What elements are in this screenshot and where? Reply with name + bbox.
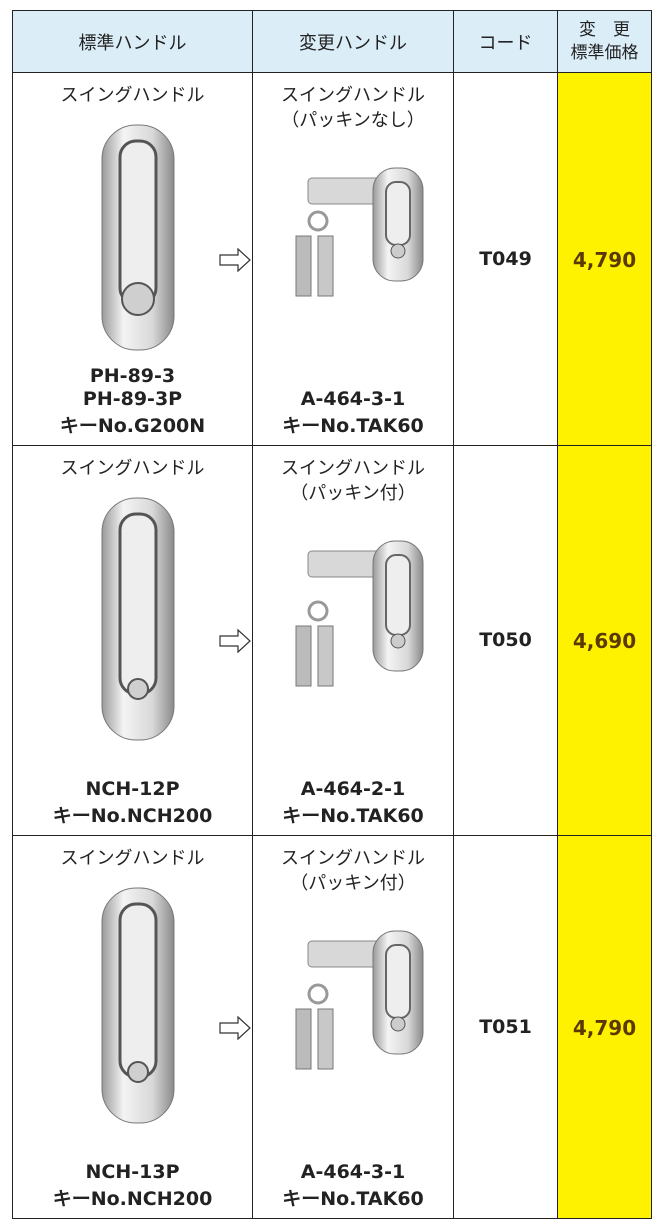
standard-handle-image [101,887,175,1124]
handle-type: スイングハンドル [281,85,425,106]
price: 4,690 [572,629,637,653]
standard-cell: スイングハンドル PH-89-3 PH-89-3P キーNo.G200N [12,72,253,446]
arrow-icon [219,1015,251,1040]
code: T050 [479,629,532,651]
code: T051 [479,1015,532,1038]
model-number: PH-89-3 [89,365,176,387]
changed-cell: スイングハンドル （パッキン付） A-464-2-1 キーNo.TAK60 [252,445,454,836]
changed-handle-image [295,930,424,1070]
model-number: A-464-2-1 [300,778,406,800]
price-cell: 4,690 [557,445,652,836]
handle-type: スイングハンドル [281,848,425,869]
model-number: キーNo.TAK60 [282,805,424,827]
header-text: コード [478,33,533,54]
handle-type: スイングハンドル [60,848,205,869]
model-number: A-464-3-1 [300,388,406,410]
header-text: 変更ハンドル [299,33,407,54]
header-cell: コード [453,10,558,73]
header-text: 標準価格 [570,43,639,63]
arrow-icon [219,247,251,272]
standard-handle-image [101,124,175,351]
handle-type: スイングハンドル [60,458,205,479]
model-number: キーNo.NCH200 [52,1188,213,1210]
code: T049 [479,247,532,270]
handle-type: スイングハンドル [60,85,205,106]
changed-cell: スイングハンドル （パッキン付） A-464-3-1 キーNo.TAK60 [252,835,454,1219]
model-number: キーNo.TAK60 [282,1188,424,1210]
price-cell: 4,790 [557,835,652,1219]
header-cell: 標準ハンドル [12,10,253,73]
code-cell: T051 [453,835,558,1219]
handle-type: スイングハンドル [281,458,425,479]
model-number: PH-89-3P [82,388,183,410]
handle-type: （パッキン付） [290,873,416,894]
model-number: NCH-12P [85,778,180,800]
model-number: キーNo.G200N [59,415,206,437]
price-cell: 4,790 [557,72,652,446]
header-cell: 変 更標準価格 [557,10,652,73]
handle-type: （パッキンなし） [281,110,425,131]
handle-type: （パッキン付） [290,483,416,504]
changed-handle-image [295,167,424,297]
standard-cell: スイングハンドル NCH-12P キーNo.NCH200 [12,445,253,836]
header-text: 標準ハンドル [78,33,187,54]
header-text: 変 更 [579,20,630,40]
changed-handle-image [295,540,424,687]
standard-handle-image [101,497,175,741]
price: 4,790 [572,247,637,272]
model-number: キーNo.TAK60 [282,415,424,437]
code-cell: T049 [453,72,558,446]
model-number: NCH-13P [85,1161,180,1183]
changed-cell: スイングハンドル （パッキンなし） A-464-3-1 キーNo.TAK60 [252,72,454,446]
code-cell: T050 [453,445,558,836]
price: 4,790 [572,1015,637,1040]
model-number: A-464-3-1 [300,1161,406,1183]
model-number: キーNo.NCH200 [52,805,213,827]
header-cell: 変更ハンドル [252,10,454,73]
arrow-icon [219,628,251,654]
standard-cell: スイングハンドル NCH-13P キーNo.NCH200 [12,835,253,1219]
